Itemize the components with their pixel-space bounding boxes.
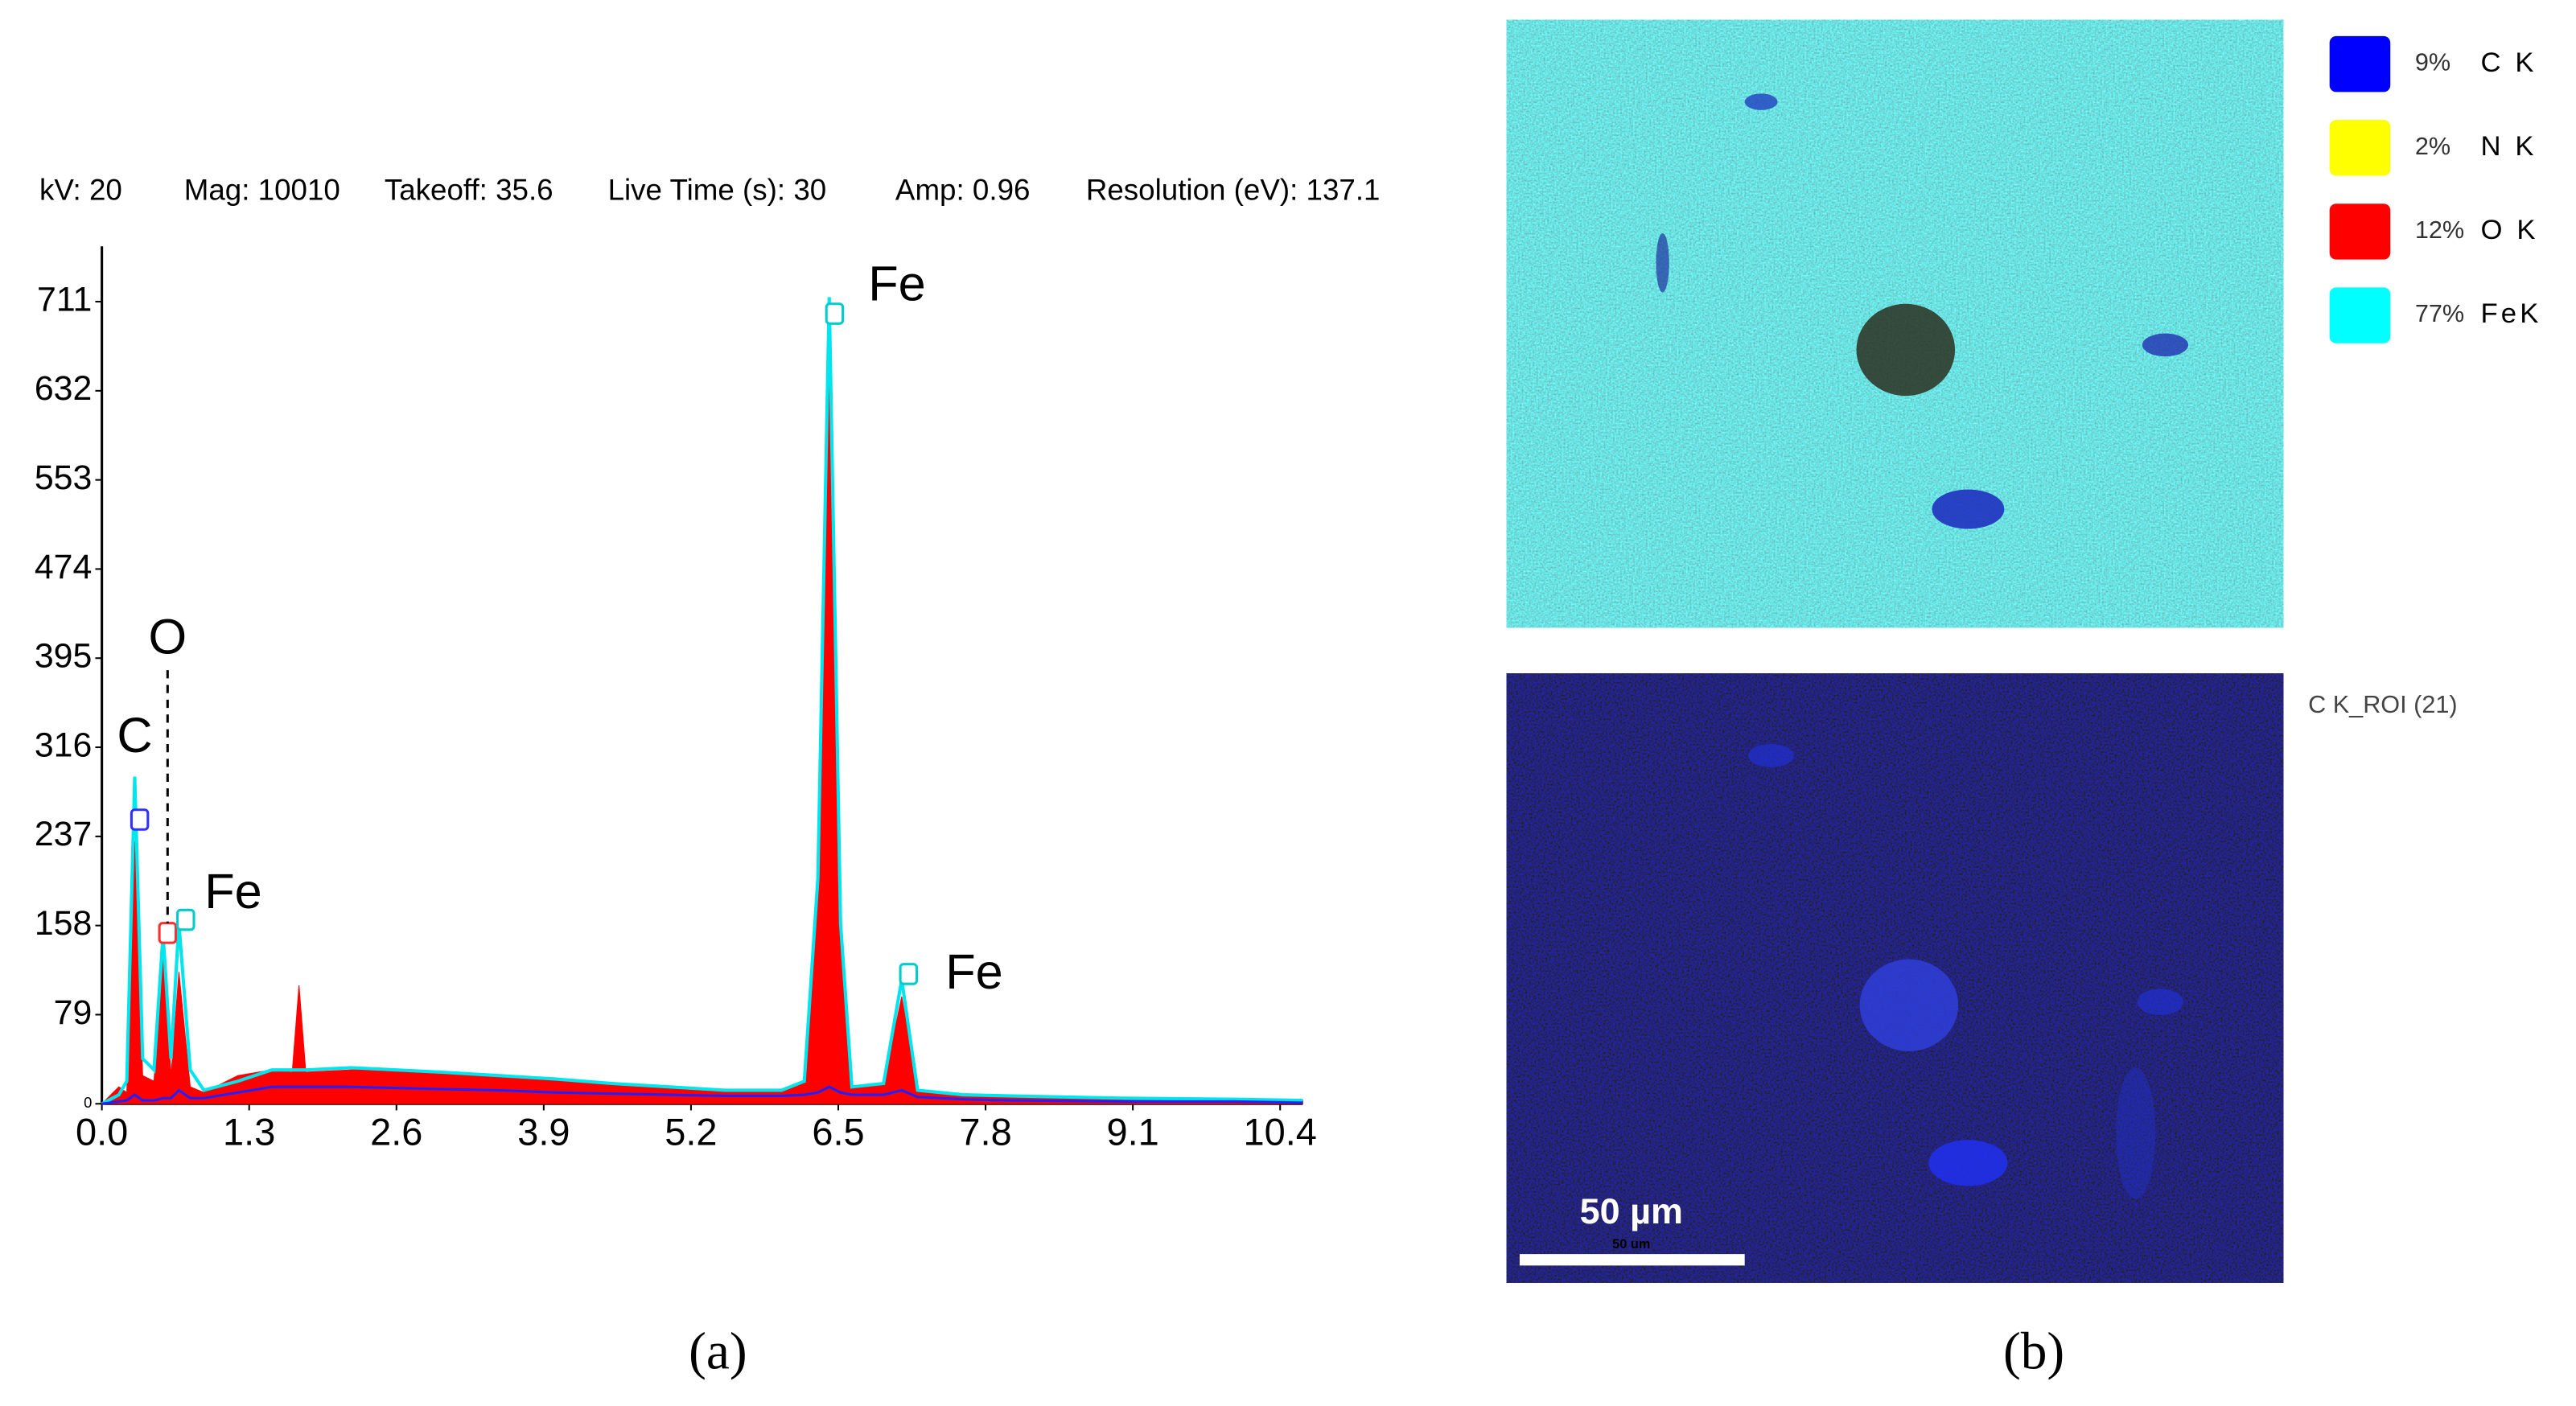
peak-marker — [825, 302, 845, 325]
spectrum-line — [101, 297, 1303, 1106]
legend-percent: 2% — [2415, 133, 2450, 160]
legend-percent: 77% — [2415, 300, 2464, 327]
caption-a: (a) — [689, 1323, 747, 1381]
roi-label: C K_ROI (21) — [2308, 691, 2458, 718]
y-tick-label: 0 — [84, 1094, 92, 1111]
x-tick-label: 6.5 — [812, 1110, 864, 1153]
x-tick-label: 1.3 — [223, 1110, 275, 1153]
peak-label: Fe — [945, 944, 1002, 999]
scale-small-text: 50 um — [1612, 1237, 1650, 1252]
y-tick-label: 395 — [35, 637, 93, 676]
peak-marker — [130, 808, 150, 831]
legend-element: O K — [2481, 215, 2539, 245]
x-tick-label: 7.8 — [959, 1110, 1011, 1153]
y-tick-label: 237 — [35, 815, 93, 853]
x-tick-label: 9.1 — [1107, 1110, 1159, 1153]
caption-b: (b) — [2003, 1323, 2064, 1381]
legend-element: N K — [2481, 131, 2537, 162]
x-tick-label: 10.4 — [1244, 1110, 1317, 1153]
scale-text: 50 µm — [1580, 1190, 1683, 1231]
y-tick-label: 711 — [37, 280, 92, 319]
y-tick-label: 474 — [35, 548, 93, 586]
peak-marker — [158, 922, 178, 944]
legend-swatch — [2329, 287, 2391, 343]
y-tick-label: 316 — [35, 726, 93, 764]
carbon-map — [1506, 673, 2284, 1283]
peak-marker — [899, 963, 919, 985]
header-text: Live Time (s): 30 — [608, 174, 827, 207]
element-map-overlay — [1506, 19, 2284, 628]
x-tick-label: 2.6 — [370, 1110, 422, 1153]
peak-label: Fe — [204, 864, 261, 919]
header-text: Mag: 10010 — [184, 174, 340, 207]
header-text: Takeoff: 35.6 — [385, 174, 553, 207]
y-tick-label: 158 — [35, 904, 93, 943]
y-tick-label: 632 — [35, 369, 93, 408]
peak-label: O — [148, 610, 187, 664]
spectrum-line — [101, 1085, 1303, 1105]
x-tick-label: 3.9 — [517, 1110, 570, 1153]
legend-swatch — [2329, 35, 2391, 92]
legend-element: FeK — [2481, 298, 2542, 329]
y-tick-label: 553 — [35, 458, 93, 497]
peak-marker — [176, 908, 195, 931]
header-text: Resolution (eV): 137.1 — [1086, 174, 1381, 207]
legend-percent: 12% — [2415, 216, 2464, 244]
header-text: Amp: 0.96 — [895, 174, 1031, 207]
spectrum-area — [101, 314, 1303, 1104]
legend-element: C K — [2481, 47, 2537, 78]
header-text: kV: 20 — [39, 174, 122, 207]
peak-label: C — [117, 708, 152, 763]
peak-label: Fe — [868, 257, 925, 311]
y-tick-label: 79 — [54, 993, 93, 1032]
x-tick-label: 0.0 — [76, 1110, 128, 1153]
legend-swatch — [2329, 204, 2391, 260]
legend-swatch — [2329, 120, 2391, 176]
legend-percent: 9% — [2415, 49, 2450, 76]
x-tick-label: 5.2 — [665, 1110, 717, 1153]
